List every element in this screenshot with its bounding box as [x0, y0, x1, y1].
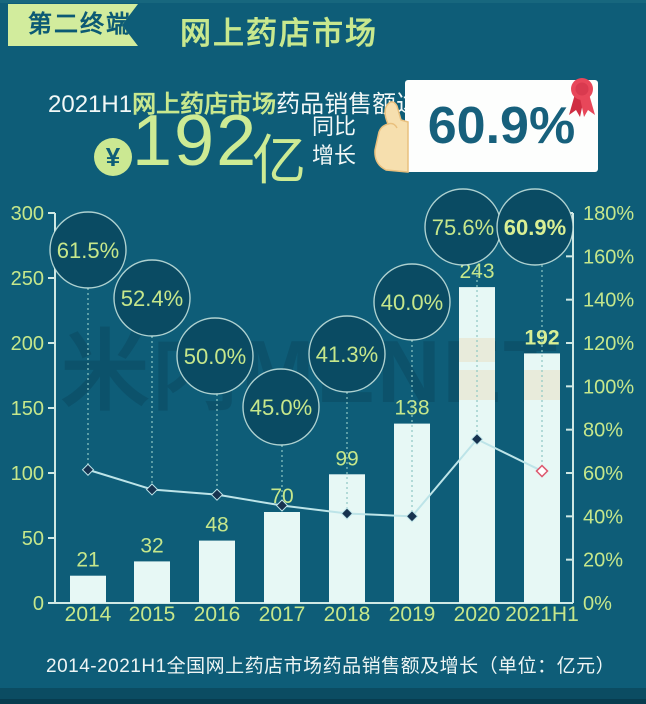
right-tick-label: 80% — [583, 420, 623, 442]
bar-value-2014: 21 — [76, 549, 99, 572]
growth-bubble-2017 — [242, 368, 320, 446]
section-badge-label: 第二终端 — [28, 11, 132, 38]
growth-bubble-2016 — [176, 317, 254, 395]
growth-bubble-label-2020: 75.6% — [432, 215, 494, 240]
right-tick-label: 60% — [583, 463, 623, 485]
left-tick-label: 200 — [11, 333, 44, 355]
growth-bubble-2015 — [113, 259, 191, 337]
sales-amount-unit: 亿 — [252, 131, 306, 191]
x-label-2018: 2018 — [324, 603, 371, 626]
bar-2017 — [264, 512, 300, 603]
growth-value: 60.9% — [427, 97, 576, 155]
growth-bubble-label-2018: 41.3% — [316, 342, 378, 367]
bar-value-2021H1: 192 — [524, 326, 559, 349]
marker-2018 — [340, 507, 354, 520]
marker-2016 — [210, 488, 224, 501]
yoy-label-line2: 增长 — [312, 143, 357, 168]
right-tick-label: 120% — [583, 333, 634, 355]
highlight-period: 2021H1 — [48, 91, 133, 118]
ribbon-medal-icon — [565, 76, 599, 120]
left-tick-label: 300 — [11, 203, 44, 225]
right-tick-label: 160% — [583, 246, 634, 268]
x-label-2015: 2015 — [129, 603, 176, 626]
marker-2017 — [275, 499, 289, 512]
bar-2018 — [329, 474, 365, 603]
section-badge: 第二终端 — [8, 4, 138, 46]
growth-bubble-label-2014: 61.5% — [57, 238, 119, 263]
right-tick-label: 40% — [583, 506, 623, 528]
marker-2019 — [405, 510, 419, 523]
x-label-2019: 2019 — [389, 603, 436, 626]
sales-amount: 192 — [132, 101, 259, 181]
yen-icon: ¥ — [94, 138, 132, 176]
highlight-market: 网上药店市场 — [132, 91, 277, 118]
left-tick-label: 250 — [11, 268, 44, 290]
yoy-label-line1: 同比 — [312, 114, 357, 139]
marker-2020 — [470, 432, 484, 446]
bar-2016 — [199, 540, 235, 603]
growth-bubble-2019 — [373, 263, 451, 341]
x-label-2021H1: 2021H1 — [505, 603, 579, 626]
growth-bubble-label-2015: 52.4% — [121, 286, 183, 311]
top-divider — [0, 0, 646, 3]
growth-line — [87, 437, 543, 518]
bar-value-2019: 138 — [394, 397, 429, 420]
right-tick-label: 180% — [583, 203, 634, 225]
page-title: 网上药店市场 — [180, 16, 378, 51]
bar-value-2015: 32 — [140, 534, 163, 557]
right-tick-label: 140% — [583, 290, 634, 312]
marker-2015 — [145, 483, 159, 496]
growth-card: 60.9% — [405, 80, 598, 172]
left-tick-label: 50 — [22, 528, 44, 550]
growth-bubble-2018 — [308, 315, 386, 393]
growth-bubble-label-2019: 40.0% — [381, 290, 443, 315]
right-tick-label: 0% — [583, 593, 612, 615]
marker-2014 — [81, 463, 95, 476]
bottom-divider — [0, 688, 646, 704]
left-tick-label: 150 — [11, 398, 44, 420]
x-label-2020: 2020 — [454, 603, 501, 626]
growth-bubble-label-2017: 45.0% — [250, 395, 312, 420]
bar-2015 — [134, 561, 170, 603]
right-tick-label: 100% — [583, 376, 634, 398]
bar-value-2016: 48 — [205, 514, 228, 537]
yoy-label: 同比 增长 — [312, 112, 356, 170]
x-label-2016: 2016 — [194, 603, 241, 626]
right-tick-label: 20% — [583, 550, 623, 572]
growth-bubble-2021H1 — [496, 188, 574, 266]
chart-caption: 2014-2021H1全国网上药店市场药品销售额及增长（单位：亿元） — [46, 656, 616, 677]
x-label-2014: 2014 — [65, 603, 112, 626]
growth-bubble-2014 — [49, 211, 127, 289]
bar-2014 — [70, 575, 106, 603]
left-tick-label: 0 — [33, 593, 44, 615]
marker-2021H1 — [535, 464, 549, 478]
growth-bubble-label-2021H1: 60.9% — [504, 215, 566, 240]
left-tick-label: 100 — [11, 463, 44, 485]
growth-bubble-label-2016: 50.0% — [184, 344, 246, 369]
x-label-2017: 2017 — [259, 603, 306, 626]
hand-icon — [368, 100, 416, 174]
